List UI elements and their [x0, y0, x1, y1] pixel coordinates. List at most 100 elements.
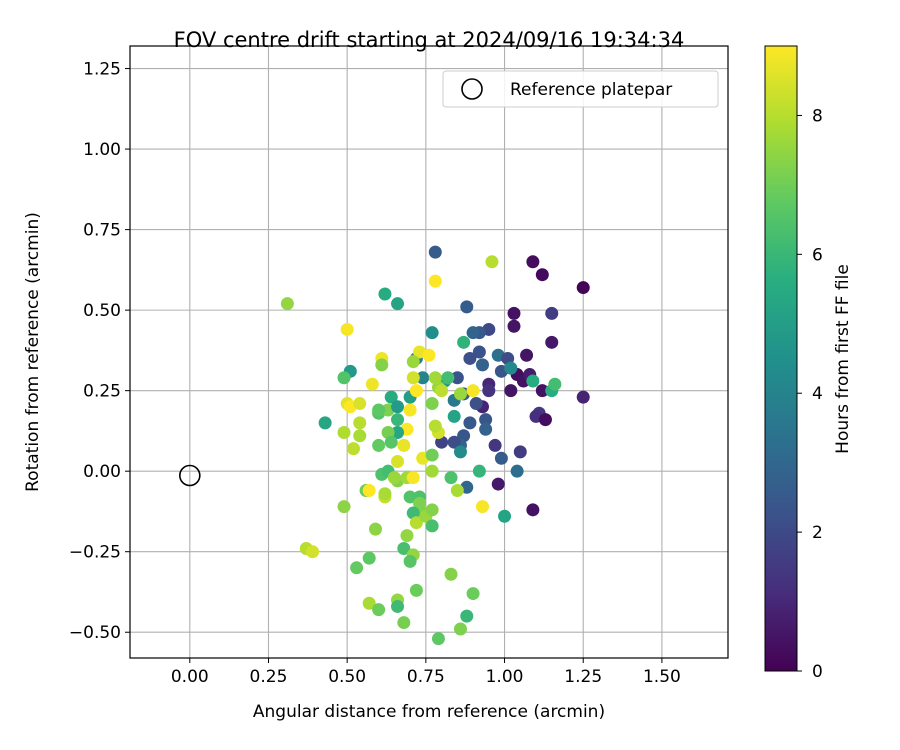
data-point [372, 603, 386, 617]
data-point [403, 490, 417, 504]
y-axis-label: Rotation from reference (arcmin) [23, 212, 43, 492]
data-point [403, 403, 417, 417]
data-point [428, 371, 442, 385]
data-point [453, 445, 467, 459]
legend-box [442, 70, 719, 108]
data-point [391, 426, 405, 440]
data-point [362, 484, 376, 498]
data-point [425, 464, 439, 478]
data-point [485, 255, 499, 269]
data-point [409, 583, 423, 597]
data-point [406, 371, 420, 385]
data-point [384, 435, 398, 449]
data-point [535, 384, 549, 398]
data-point [513, 445, 527, 459]
data-point [469, 397, 483, 411]
data-point [400, 529, 414, 543]
data-point [397, 541, 411, 555]
data-point [491, 477, 505, 491]
data-point [576, 390, 590, 404]
data-point [353, 429, 367, 443]
colorbar-tick-label: 8 [812, 106, 823, 126]
data-point [431, 632, 445, 646]
data-points [280, 245, 590, 646]
data-point [346, 442, 360, 456]
data-point [391, 599, 405, 613]
data-point [457, 335, 471, 349]
data-point [472, 464, 486, 478]
data-point [428, 419, 442, 433]
x-tick-label: 0.50 [328, 667, 366, 687]
data-point [450, 484, 464, 498]
x-tick-label: 1.25 [564, 667, 602, 687]
data-point [350, 561, 364, 575]
data-point [479, 413, 493, 427]
data-point [545, 306, 559, 320]
colorbar-tick-label: 2 [812, 523, 823, 543]
data-point [368, 522, 382, 536]
data-point [466, 384, 480, 398]
data-point [406, 355, 420, 369]
data-point [520, 348, 534, 362]
x-tick-label: 0.00 [171, 667, 209, 687]
data-point [494, 451, 508, 465]
data-point [504, 361, 518, 375]
x-tick-label: 0.25 [250, 667, 288, 687]
data-point [340, 322, 354, 336]
data-point [403, 554, 417, 568]
plot-frame [129, 45, 729, 659]
data-point [576, 281, 590, 295]
data-point [526, 255, 540, 269]
y-tick-label: 0.50 [83, 301, 121, 321]
data-point [318, 416, 332, 430]
data-point [535, 268, 549, 282]
x-tick-label: 0.75 [407, 667, 445, 687]
data-point [362, 551, 376, 565]
data-point [463, 416, 477, 430]
data-point [545, 335, 559, 349]
data-point [306, 545, 320, 559]
data-point [425, 326, 439, 340]
data-point [453, 387, 467, 401]
x-tick-label: 1.50 [643, 667, 681, 687]
y-tick-label: 1.00 [83, 140, 121, 160]
data-point [409, 516, 423, 530]
data-point [422, 348, 436, 362]
data-point [466, 326, 480, 340]
y-tick-label: 0.25 [83, 382, 121, 402]
data-point [479, 422, 493, 436]
y-tick-label: 0.75 [83, 221, 121, 241]
data-point [435, 384, 449, 398]
data-point [384, 390, 398, 404]
data-point [372, 438, 386, 452]
data-point [362, 596, 376, 610]
data-point [391, 413, 405, 427]
data-point [472, 345, 486, 359]
data-point [482, 384, 496, 398]
data-point [428, 245, 442, 259]
data-point [337, 426, 351, 440]
x-axis-ticks: 0.00 0.25 0.50 0.75 1.00 1.25 1.50 [171, 658, 681, 687]
data-point [460, 609, 474, 623]
data-point [280, 297, 294, 311]
x-axis-label: Angular distance from reference (arcmin) [253, 702, 605, 722]
data-point [507, 319, 521, 333]
data-point [526, 503, 540, 517]
data-point [425, 503, 439, 517]
colorbar-ticks: 0 2 4 6 8 [797, 106, 823, 682]
data-point [365, 377, 379, 391]
colorbar-tick-label: 4 [812, 384, 823, 404]
data-point [375, 358, 389, 372]
data-point [387, 471, 401, 485]
colorbar-tick-label: 0 [812, 662, 823, 682]
chart-title: FOV centre drift starting at 2024/09/16 … [174, 28, 685, 52]
data-point [391, 297, 405, 311]
data-point [425, 519, 439, 533]
data-point [498, 509, 512, 523]
data-point [447, 435, 461, 449]
data-point [510, 464, 524, 478]
data-point [441, 371, 455, 385]
data-point [378, 287, 392, 301]
x-tick-label: 1.00 [486, 667, 524, 687]
data-point [476, 358, 490, 372]
